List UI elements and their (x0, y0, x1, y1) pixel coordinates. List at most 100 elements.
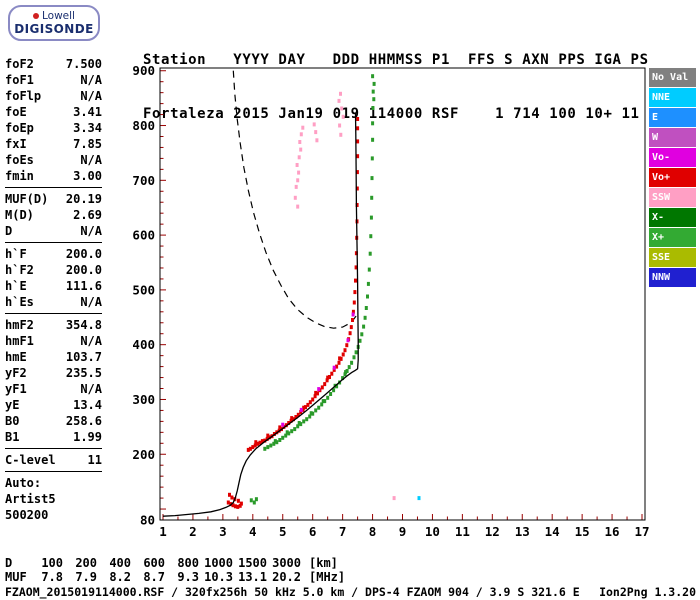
x-axis-tick-label: 15 (575, 524, 590, 539)
echo-point (346, 338, 350, 343)
echo-point (266, 445, 270, 450)
param-label: hmE (5, 350, 27, 364)
table-cell: 20.2 (272, 570, 301, 584)
param-footer-row: 500200 (5, 508, 49, 522)
echo-point (293, 427, 297, 432)
echo-point (296, 412, 300, 417)
table-cell: 100 (41, 556, 63, 570)
echo-point (343, 348, 347, 353)
echo-point (371, 121, 375, 126)
legend-item: E (649, 108, 696, 127)
y-axis-tick-label: 400 (132, 337, 155, 352)
param-value: N/A (80, 334, 102, 348)
param-label: yF1 (5, 382, 27, 396)
echo-point (369, 234, 373, 239)
echo-point (299, 132, 303, 137)
echo-point (354, 350, 358, 355)
echo-point (228, 492, 231, 497)
param-label: yE (5, 398, 20, 412)
param-label: D (5, 224, 13, 238)
table-cell: 7.8 (41, 570, 63, 584)
param-label: B1 (5, 430, 20, 444)
y-axis-tick-label: 600 (132, 228, 155, 243)
echo-point (356, 154, 360, 159)
echo-point (295, 163, 299, 167)
x-axis-tick-label: 16 (605, 524, 620, 539)
param-row: M(D) 2.69 (5, 207, 102, 223)
echo-point (233, 504, 237, 509)
param-row: foE 3.41 (5, 104, 102, 120)
param-value: 103.7 (65, 350, 102, 364)
echo-point (345, 343, 349, 348)
echo-point (354, 251, 358, 256)
echo-point (335, 364, 339, 369)
echo-point (285, 430, 289, 435)
echo-point (299, 410, 303, 415)
echo-point (281, 435, 285, 440)
param-label: h`Es (5, 295, 34, 309)
echo-point (230, 495, 234, 500)
echo-point (340, 106, 344, 111)
echo-point (355, 170, 359, 175)
echo-point (317, 387, 321, 392)
echo-point (347, 365, 351, 370)
echo-point (306, 402, 310, 407)
echo-point (311, 411, 315, 416)
echo-point (317, 405, 321, 410)
echo-point (323, 382, 327, 387)
status-program-version: Ion2Png 1.3.20 (599, 585, 696, 599)
table-cell: 1500 (238, 556, 267, 570)
echo-point (372, 97, 376, 102)
param-label: C-level (5, 453, 56, 467)
echo-point (294, 184, 298, 189)
echo-point (226, 500, 230, 505)
echo-point (297, 155, 301, 160)
echo-point (292, 417, 295, 422)
true-height-profile-line (162, 113, 359, 517)
echo-point (238, 503, 242, 508)
param-label: h`E (5, 279, 27, 293)
echo-point (339, 91, 342, 96)
echo-point (320, 385, 324, 390)
echo-point (356, 139, 360, 144)
digisonde-logo: Lowell DIGISONDE (8, 5, 100, 41)
echo-point (417, 496, 421, 501)
param-label: h`F2 (5, 263, 34, 277)
x-axis-tick-label: 3 (219, 524, 227, 539)
echo-point (308, 400, 312, 405)
echo-point (265, 436, 269, 441)
echo-point (272, 441, 276, 446)
echo-point (371, 106, 375, 110)
echo-point (372, 81, 376, 86)
echo-point (290, 429, 294, 434)
x-axis-tick-label: 17 (634, 524, 649, 539)
echo-point (314, 130, 318, 135)
table-cell: 8.2 (109, 570, 131, 584)
param-separator (5, 187, 102, 188)
param-value: 3.00 (73, 169, 102, 183)
row-unit: [km] (309, 556, 338, 570)
echo-point (354, 265, 358, 270)
table-cell: 13.1 (238, 570, 267, 584)
param-value: 235.5 (65, 366, 102, 380)
param-row: D N/A (5, 223, 102, 239)
echo-point (344, 370, 348, 375)
param-value: 13.4 (73, 398, 102, 412)
echo-point (341, 376, 345, 381)
table-cell: 7.9 (75, 570, 97, 584)
param-label: yF2 (5, 366, 27, 380)
echo-point (356, 126, 360, 131)
echo-point (246, 447, 250, 452)
param-label: foF1 (5, 73, 34, 87)
legend-item: X+ (649, 228, 696, 247)
echo-point (254, 440, 258, 445)
param-separator (5, 242, 102, 243)
logo-lowell-text: Lowell (42, 10, 75, 22)
echo-point (293, 195, 297, 200)
echo-point (251, 445, 255, 450)
param-value: 20.19 (65, 192, 102, 206)
table-cell: 10.3 (204, 570, 233, 584)
echo-point (313, 394, 317, 399)
param-row: yF2 235.5 (5, 365, 102, 381)
direction-color-legend: No Val NNE E W Vo- Vo+ SSW X- X+ SSE NNW (649, 68, 696, 288)
